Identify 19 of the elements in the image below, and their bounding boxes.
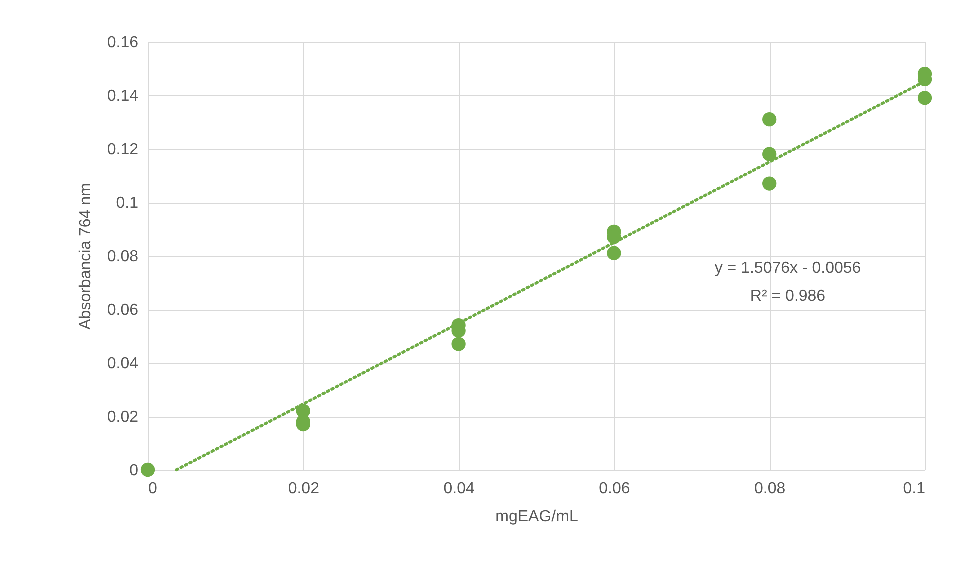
x-tick-label: 0.04 [444, 480, 475, 498]
y-tick-label: 0.14 [107, 88, 139, 105]
y-tick-label: 0.02 [107, 409, 139, 426]
y-tick-label: 0.12 [107, 142, 139, 158]
x-tick-label: 0.08 [754, 480, 786, 498]
y-tick-label: 0.08 [107, 248, 139, 266]
x-tick-label: 0 [148, 480, 158, 498]
annotation: y = 1.5076x - 0.0056 [714, 260, 862, 277]
y-tick-label: 0.16 [107, 34, 139, 52]
y-tick-label: 0.04 [107, 356, 139, 372]
y-tick-label: 0 [130, 462, 139, 480]
y-axis-title: Absorbancia 764 nm [77, 183, 94, 330]
x-tick-label: 0.1 [903, 480, 926, 498]
x-axis-title: mgEAG/mL [496, 508, 578, 526]
y-tick-label: 0.06 [107, 302, 139, 319]
y-tick-label: 0.1 [116, 195, 139, 212]
x-tick-label: 0.06 [599, 480, 630, 498]
x-tick-label: 0.02 [288, 480, 320, 498]
annotation: R² = 0.986 [750, 288, 826, 305]
